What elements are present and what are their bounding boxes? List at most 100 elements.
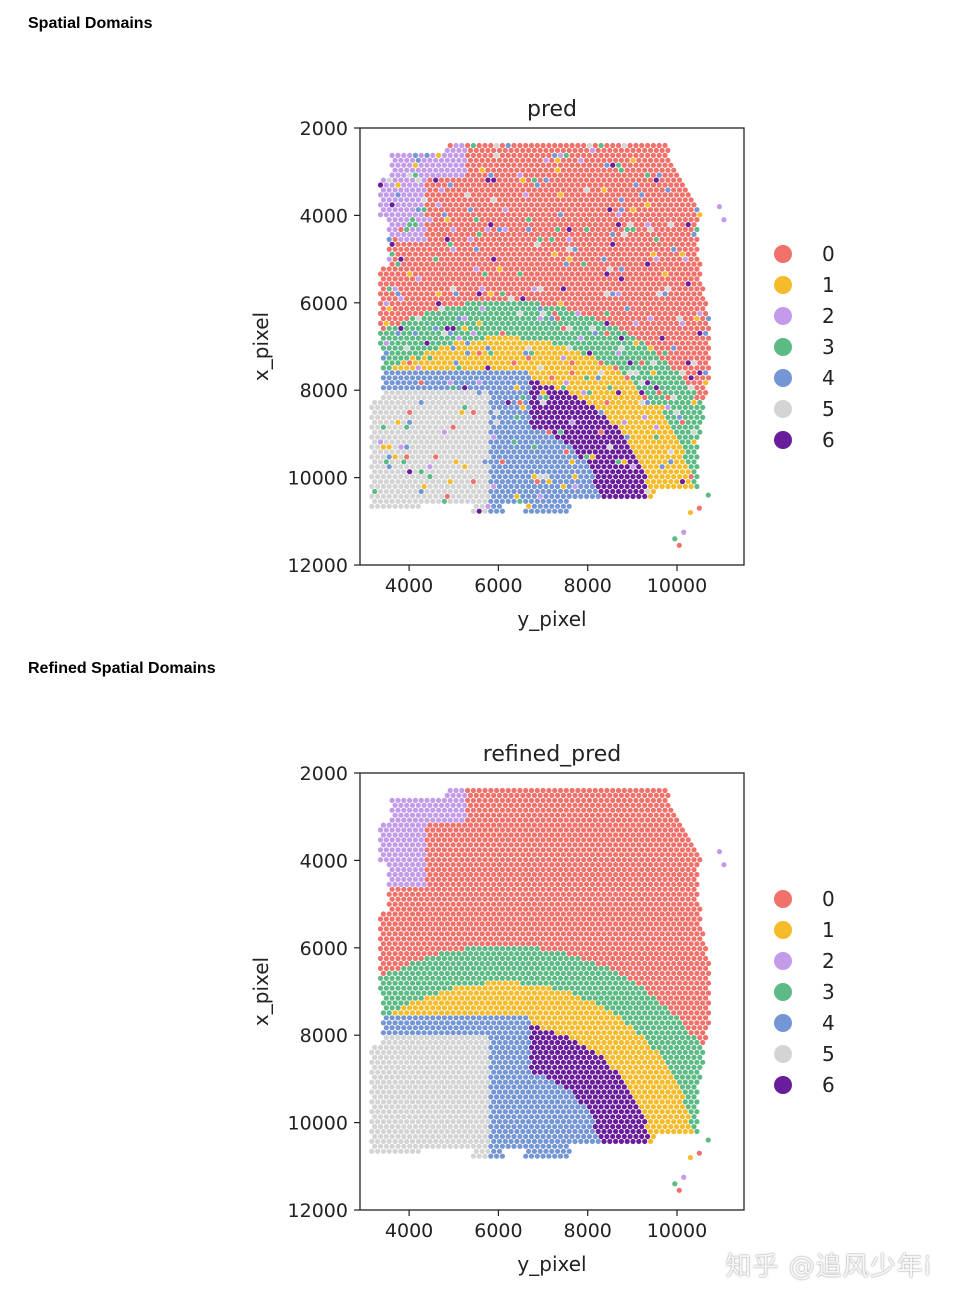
spot-domain-0 — [636, 177, 642, 183]
spot-domain-1 — [473, 345, 479, 351]
spot-domain-0 — [523, 172, 529, 178]
spot-domain-6 — [575, 429, 581, 435]
spot-domain-0 — [586, 837, 593, 843]
spot-domain-0 — [537, 832, 543, 838]
spot-domain-5 — [389, 469, 395, 475]
spot-domain-0 — [557, 261, 564, 267]
spot-domain-0 — [676, 832, 683, 838]
spot-domain-6 — [645, 261, 651, 267]
spot-domain-5 — [473, 404, 479, 410]
spot-domain-3 — [645, 360, 651, 366]
spot-domain-4 — [494, 469, 500, 475]
spot-domain-4 — [578, 464, 584, 470]
spot-domain-0 — [560, 207, 567, 213]
spot-domain-0 — [647, 335, 654, 341]
spot-domain-3 — [676, 404, 683, 410]
spot-domain-3 — [383, 330, 389, 336]
spot-domain-5 — [369, 483, 375, 490]
spot-domain-0 — [679, 827, 686, 833]
spot-domain-3 — [441, 498, 447, 504]
spot-domain-0 — [511, 876, 517, 882]
spot-domain-6 — [462, 385, 468, 391]
spot-domain-3 — [412, 222, 418, 228]
spot-domain-6 — [584, 414, 590, 420]
spot-domain-0 — [511, 212, 517, 218]
spot-domain-4 — [557, 498, 564, 504]
spot-domain-3 — [511, 330, 517, 336]
spot-domain-3 — [514, 414, 520, 420]
spot-domain-3 — [450, 315, 456, 322]
spot-domain-1 — [650, 449, 657, 455]
spot-domain-0 — [526, 167, 532, 173]
spot-domain-6 — [581, 429, 587, 435]
spot-domain-4 — [534, 508, 540, 514]
spot-domain-4 — [444, 375, 450, 381]
spot-domain-0 — [633, 807, 639, 813]
spot-domain-5 — [462, 424, 468, 430]
spot-domain-0 — [404, 315, 410, 322]
spot-domain-6 — [589, 404, 596, 410]
spot-domain-0 — [444, 256, 450, 262]
spot-domain-5 — [424, 429, 430, 435]
spot-domain-6 — [630, 474, 636, 480]
spot-domain-3 — [685, 449, 691, 455]
spot-domain-0 — [566, 147, 572, 153]
spot-domain-4 — [514, 474, 520, 480]
spot-domain-6 — [618, 464, 625, 470]
spot-domain-0 — [401, 301, 407, 307]
spot-domain-0 — [636, 862, 642, 868]
spot-domain-0 — [592, 271, 598, 277]
spot-domain-0 — [615, 807, 622, 813]
spot-domain-1 — [453, 340, 459, 346]
spot-domain-4 — [488, 449, 494, 455]
spot-domain-0 — [694, 246, 700, 252]
spot-domain-0 — [531, 226, 538, 233]
spot-domain-4 — [450, 345, 456, 351]
spot-domain-2 — [415, 217, 421, 223]
spot-domain-0 — [633, 222, 639, 228]
spot-domain-0 — [586, 212, 593, 218]
spot-domain-5 — [441, 419, 447, 425]
spot-domain-0 — [607, 217, 613, 223]
spot-domain-0 — [436, 281, 442, 287]
spot-domain-2 — [380, 822, 386, 828]
spot-domain-0 — [592, 857, 598, 863]
spot-domain-0 — [607, 832, 613, 838]
spot-domain-1 — [633, 439, 639, 445]
spot-domain-0 — [543, 832, 549, 838]
spot-domain-4 — [543, 177, 549, 183]
spot-outlier — [721, 217, 727, 223]
spot-domain-4 — [557, 488, 564, 495]
spot-domain-1 — [450, 365, 456, 371]
spot-domain-5 — [375, 454, 381, 460]
spot-domain-6 — [581, 439, 587, 445]
spot-domain-0 — [424, 222, 430, 228]
spot-domain-5 — [470, 508, 476, 514]
spot-domain-0 — [520, 792, 526, 798]
spot-domain-4 — [569, 488, 575, 495]
spot-domain-0 — [520, 167, 526, 173]
spot-domain-5 — [412, 409, 418, 415]
spot-domain-0 — [598, 360, 604, 366]
spot-domain-0 — [441, 876, 447, 882]
spot-domain-0 — [656, 212, 662, 218]
spot-domain-0 — [450, 266, 456, 272]
spot-domain-5 — [380, 483, 386, 490]
spot-domain-1 — [578, 394, 584, 401]
spot-domain-6 — [592, 419, 598, 425]
spot-domain-0 — [627, 261, 633, 267]
spot-domain-0 — [581, 847, 587, 853]
spot-domain-0 — [665, 832, 671, 838]
spot-domain-5 — [418, 459, 424, 465]
spot-domain-2 — [415, 197, 421, 203]
spot-domain-0 — [491, 187, 497, 193]
spot-domain-0 — [630, 802, 636, 808]
spot-domain-0 — [482, 867, 488, 873]
spot-domain-1 — [659, 474, 665, 480]
spot-domain-6 — [639, 479, 645, 485]
spot-domain-4 — [531, 493, 538, 499]
spot-domain-5 — [494, 142, 500, 149]
spot-domain-0 — [543, 187, 549, 193]
spot-domain-2 — [395, 876, 401, 882]
spot-domain-0 — [645, 340, 651, 346]
